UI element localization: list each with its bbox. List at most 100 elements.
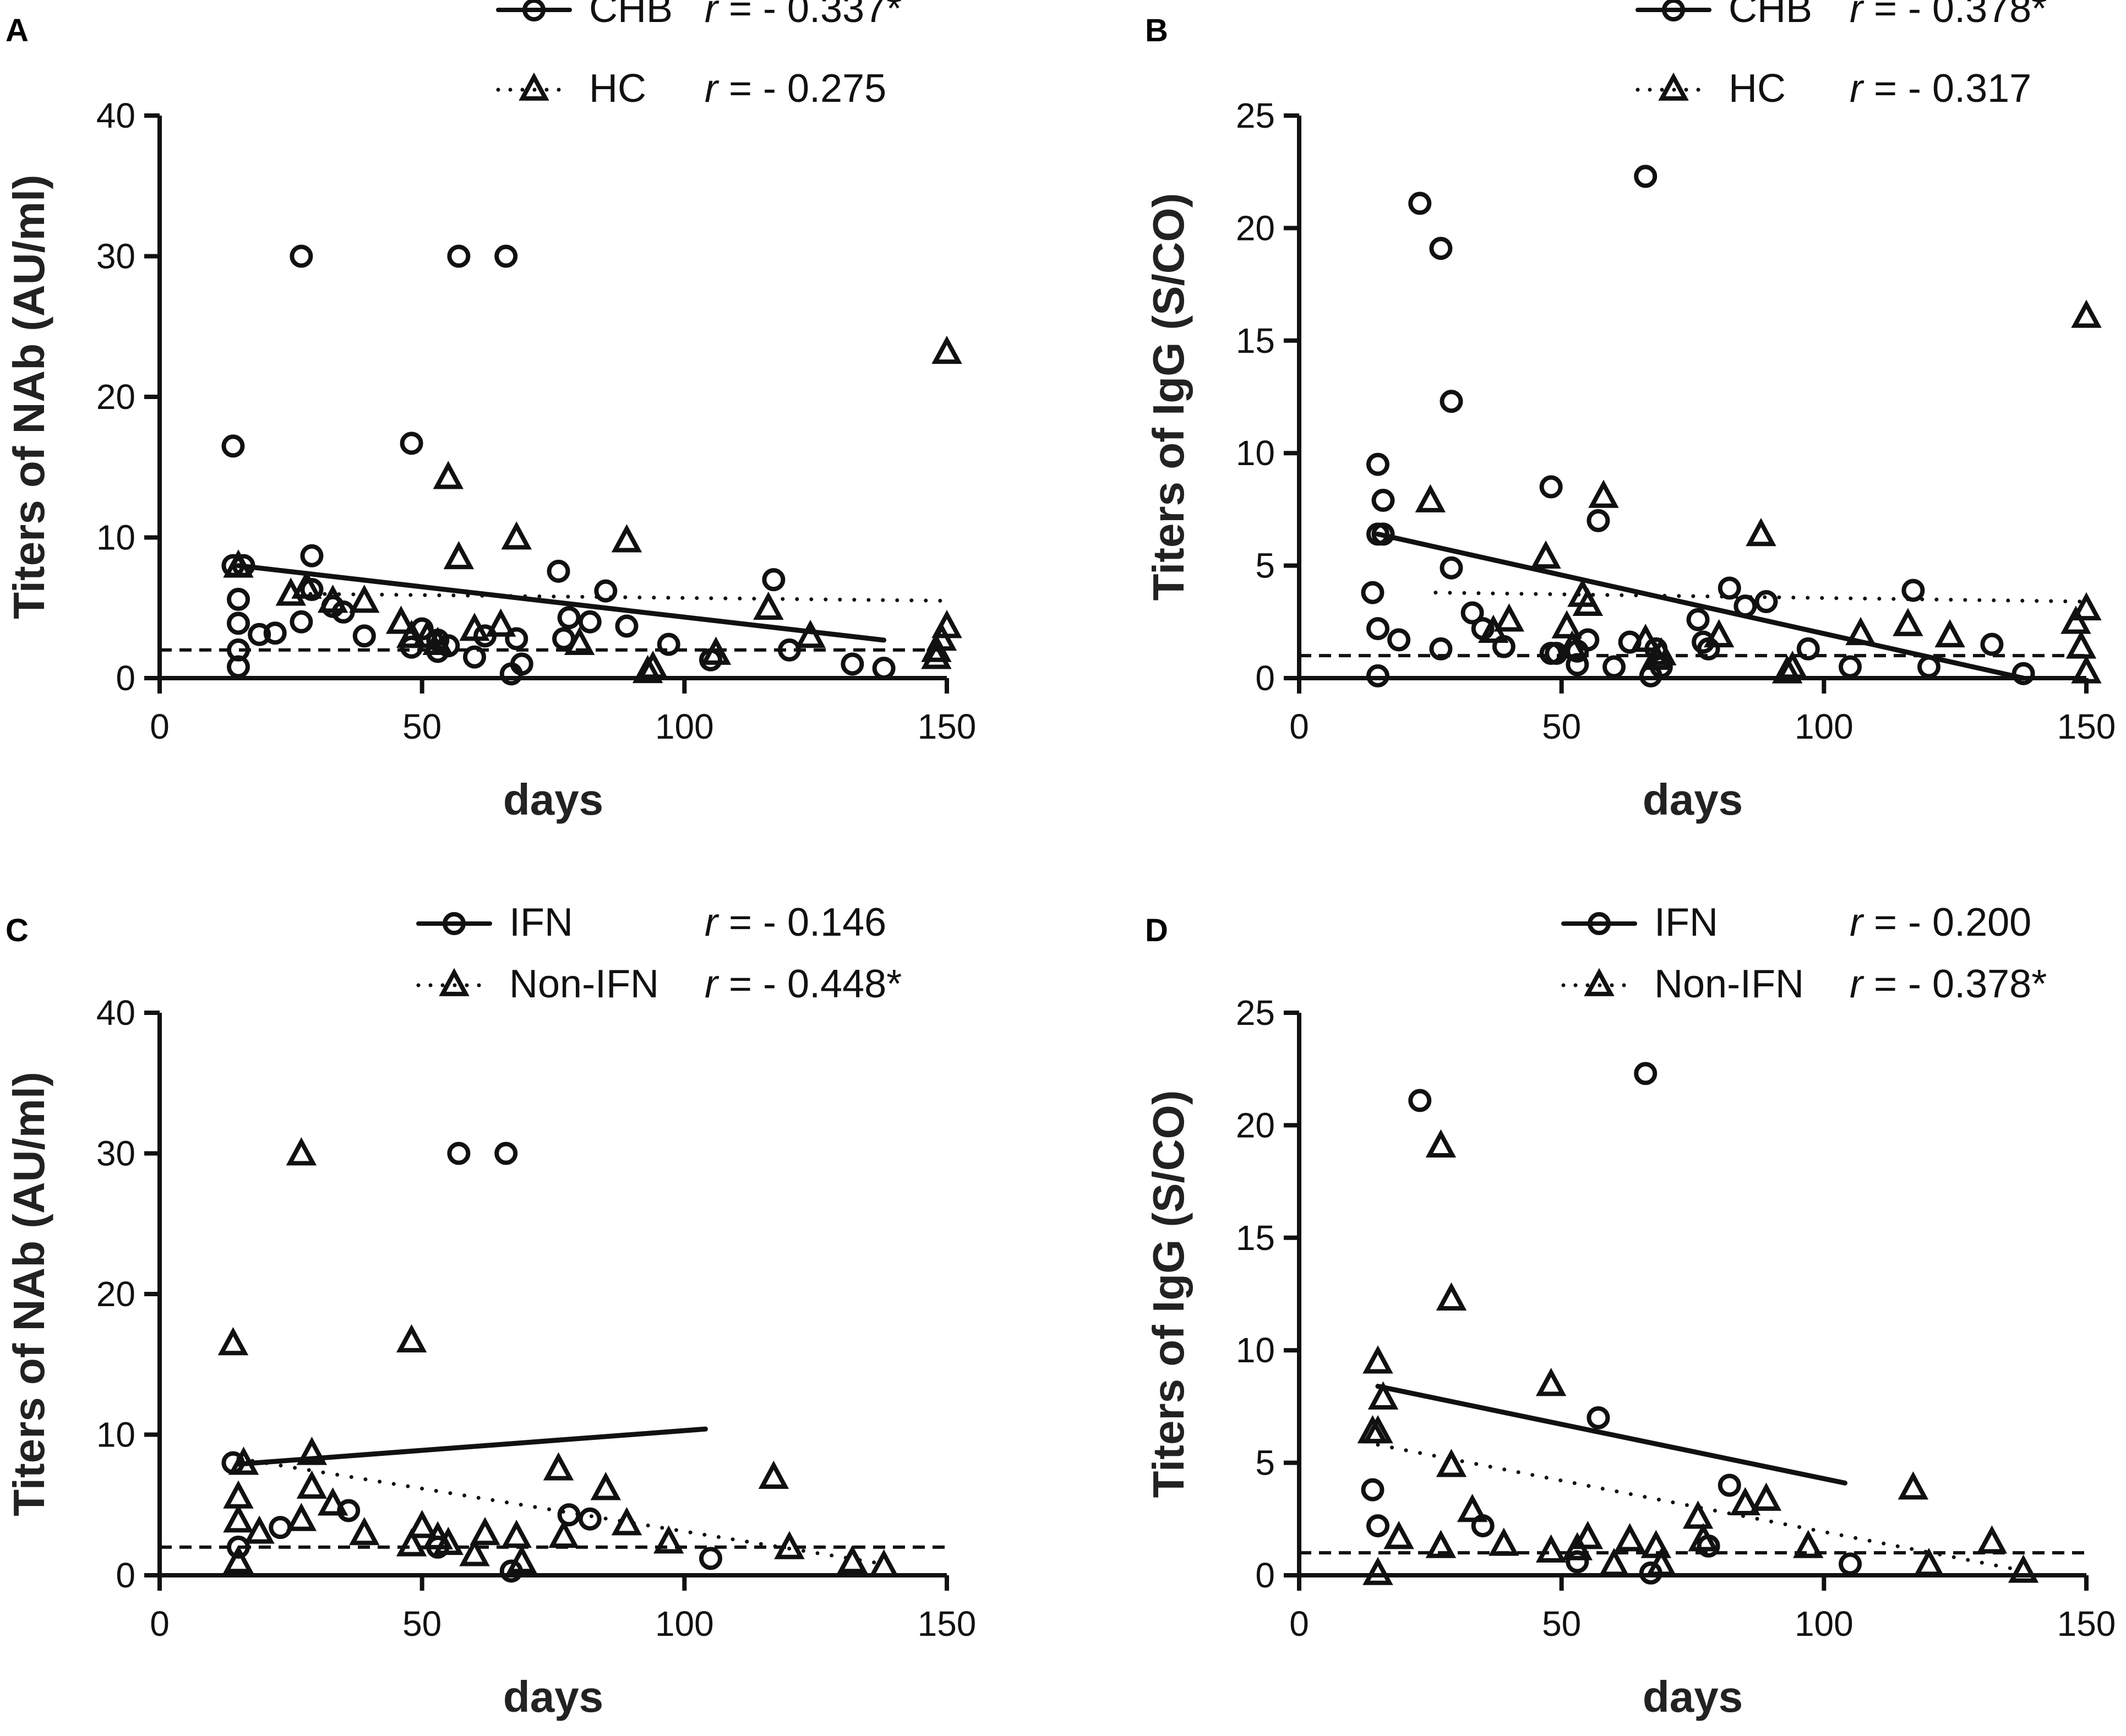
y-tick-label: 20 xyxy=(1236,208,1275,248)
x-tick-label: 0 xyxy=(1289,707,1309,746)
data-point xyxy=(1640,641,1671,670)
fit-line-hc xyxy=(1433,591,2089,604)
fit-line-chb xyxy=(236,563,887,643)
data-point xyxy=(632,654,663,684)
data-point xyxy=(337,1499,361,1522)
data-point xyxy=(1602,655,1626,679)
data-point xyxy=(1366,1514,1389,1538)
data-point xyxy=(1718,576,1741,600)
x-tick-label: 50 xyxy=(1542,1604,1581,1644)
data-point xyxy=(1440,390,1463,413)
x-tick-label: 100 xyxy=(655,707,714,746)
data-point xyxy=(290,244,313,268)
data-point xyxy=(1408,192,1432,215)
series-ifn xyxy=(1361,1062,1862,1585)
data-point xyxy=(248,623,271,646)
data-point xyxy=(269,1516,292,1540)
data-point xyxy=(286,1503,317,1531)
legend-marker-icon xyxy=(1584,968,1615,996)
data-point xyxy=(1630,624,1661,652)
data-point xyxy=(2071,592,2102,621)
data-point xyxy=(349,585,380,613)
legend-marker-icon xyxy=(439,968,470,996)
data-point xyxy=(1436,1282,1467,1311)
data-point xyxy=(578,1507,602,1531)
y-tick-label: 0 xyxy=(116,1555,135,1595)
data-point xyxy=(1914,1548,1944,1576)
series-chb xyxy=(1361,165,2035,687)
x-axis-title: days xyxy=(503,1672,603,1721)
data-point xyxy=(217,1327,249,1356)
data-point xyxy=(349,1516,380,1546)
data-point xyxy=(223,1545,254,1574)
data-point xyxy=(296,1437,328,1465)
data-point xyxy=(700,636,732,665)
data-point xyxy=(1746,517,1776,547)
data-point xyxy=(1489,1527,1519,1556)
x-tick-label: 150 xyxy=(918,707,977,746)
data-point xyxy=(1587,509,1610,532)
data-point xyxy=(2060,605,2091,634)
data-point xyxy=(221,434,245,458)
data-point xyxy=(2011,662,2035,685)
data-point xyxy=(501,1520,532,1548)
data-point xyxy=(1614,1523,1645,1552)
data-point xyxy=(227,1535,250,1559)
y-tick-label: 10 xyxy=(96,518,135,558)
data-point xyxy=(300,578,324,602)
data-point xyxy=(494,1142,518,1165)
y-axis-title: Titers of NAb (AU/ml) xyxy=(4,174,53,619)
data-point xyxy=(774,1531,805,1559)
x-tick-label: 150 xyxy=(918,1604,977,1644)
x-tick-label: 50 xyxy=(402,1604,441,1644)
data-point xyxy=(1557,630,1588,659)
data-point xyxy=(505,627,528,651)
y-tick-label: 40 xyxy=(96,96,135,135)
legend: IFN r = - 0.200 Non-IFN r = - 0.378* xyxy=(1561,900,2047,1006)
data-point xyxy=(1682,1500,1714,1529)
data-point xyxy=(1457,1494,1488,1522)
data-point xyxy=(1566,1550,1589,1574)
legend-r-value: r = - 0.200 xyxy=(1850,900,2031,945)
data-point xyxy=(868,1549,900,1577)
data-point xyxy=(447,244,471,268)
x-tick-label: 50 xyxy=(402,707,441,746)
data-point xyxy=(653,1525,684,1554)
data-point xyxy=(564,626,595,655)
data-point xyxy=(396,1324,427,1353)
data-point xyxy=(1796,637,1820,660)
data-point xyxy=(1535,1368,1567,1396)
data-point xyxy=(459,1538,490,1566)
data-point xyxy=(1901,578,1925,602)
data-point xyxy=(557,1503,581,1527)
data-point xyxy=(300,544,324,567)
data-point xyxy=(433,1526,464,1555)
y-tick-label: 0 xyxy=(1255,1555,1275,1595)
data-point xyxy=(615,614,639,638)
series-non-ifn xyxy=(1357,1129,2039,1585)
data-point xyxy=(290,610,313,634)
legend-label: CHB xyxy=(1729,0,1812,31)
data-point xyxy=(223,1504,254,1533)
data-point xyxy=(1371,522,1395,546)
legend-marker-icon xyxy=(1662,0,1685,21)
legend-label: IFN xyxy=(1654,900,1718,945)
x-tick-label: 150 xyxy=(2057,1604,2116,1644)
data-point xyxy=(1366,452,1389,476)
data-point xyxy=(921,641,952,669)
y-tick-label: 10 xyxy=(96,1415,135,1455)
fit-line-non-ifn xyxy=(236,1456,886,1566)
y-tick-label: 0 xyxy=(1255,658,1275,698)
data-point xyxy=(470,1516,500,1546)
legend-r-value: r = - 0.317 xyxy=(1850,67,2031,111)
data-point xyxy=(2071,299,2102,328)
data-point xyxy=(2008,1554,2039,1583)
y-tick-label: 0 xyxy=(116,658,135,698)
data-point xyxy=(753,591,784,620)
y-tick-label: 5 xyxy=(1255,546,1275,586)
data-point xyxy=(1361,581,1384,604)
data-point xyxy=(1362,1415,1393,1444)
x-tick-label: 100 xyxy=(1795,707,1854,746)
data-point xyxy=(1429,637,1453,660)
